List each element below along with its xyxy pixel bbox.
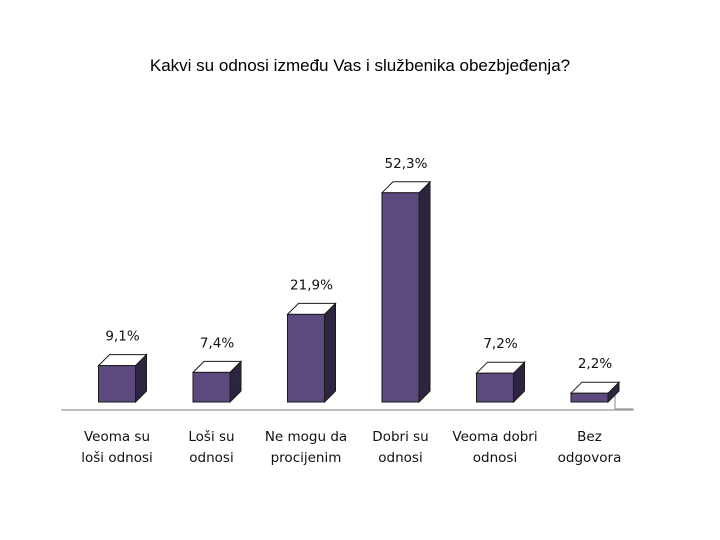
value-label: 9,1% [105, 329, 139, 345]
chart-title: Kakvi su odnosi između Vas i službenika … [149, 56, 571, 75]
bar-front [476, 372, 514, 403]
category-label: Veoma dobri odnosi [452, 429, 537, 466]
bar [380, 180, 432, 404]
floor-line [61, 392, 634, 411]
bar [475, 360, 526, 404]
category-label: Ne mogu da procijenim [265, 429, 347, 466]
bar [569, 380, 621, 404]
bar [97, 353, 148, 404]
category-labels-group: Veoma su loši odnosi Loši su odnosi Ne mogu … [81, 429, 621, 466]
bar [191, 360, 243, 404]
value-label: 2,2% [578, 356, 612, 372]
value-label: 7,2% [483, 336, 517, 352]
bar-front [287, 313, 325, 403]
category-label: Veoma su loši odnosi [81, 429, 153, 466]
bar [286, 302, 337, 404]
value-labels-group: 9,1% 7,4% 21,9% 52,3% 7,2% 2,2% [105, 156, 612, 372]
bar-front [98, 365, 136, 403]
bar-front [570, 392, 609, 403]
bars-group [97, 180, 621, 404]
value-label: 52,3% [385, 156, 428, 172]
bar-side [418, 180, 431, 404]
category-label: Bez odgovora [558, 429, 622, 466]
bar-front [381, 192, 420, 403]
value-label: 7,4% [200, 335, 234, 351]
bar-front [192, 371, 231, 403]
category-label: Dobri su odnosi [372, 429, 428, 466]
value-label: 21,9% [290, 277, 333, 293]
chart-floor [61, 392, 634, 411]
category-label: Loši su odnosi [188, 429, 234, 466]
bar-side [324, 302, 336, 404]
